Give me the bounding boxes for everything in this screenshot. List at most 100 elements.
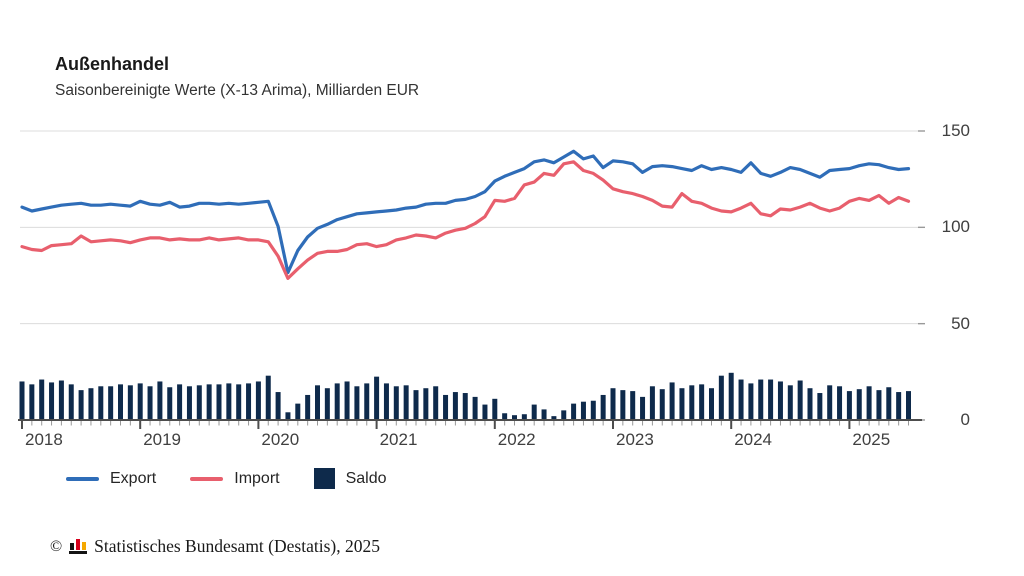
saldo-bar (482, 404, 488, 420)
saldo-bar (127, 385, 133, 420)
saldo-bar (876, 390, 882, 420)
saldo-bar (659, 389, 665, 420)
export-line (20, 149, 911, 275)
x-axis-label-2022: 2022 (497, 430, 536, 449)
saldo-bar (718, 375, 724, 420)
legend-label-export: Export (110, 469, 157, 487)
saldo-bar (265, 375, 271, 420)
y-axis-label-50: 50 (951, 313, 970, 333)
saldo-bar (738, 379, 744, 420)
saldo-bar (216, 384, 222, 420)
saldo-bar (423, 388, 429, 420)
saldo-bar (679, 388, 685, 420)
y-axis-label-0: 0 (960, 410, 970, 429)
saldo-bar (403, 385, 409, 420)
saldo-bar (896, 392, 902, 420)
import-line (20, 160, 911, 280)
x-axis-label-2021: 2021 (379, 430, 418, 449)
saldo-bar (68, 384, 74, 420)
saldo-bar (295, 403, 301, 420)
saldo-bar (541, 409, 547, 420)
saldo-bar (157, 381, 163, 420)
source-text: Statistisches Bundesamt (Destatis), 2025 (94, 536, 380, 556)
saldo-bar (186, 386, 192, 420)
saldo-bar (98, 386, 104, 420)
export-line-swatch-icon (66, 476, 99, 481)
saldo-bar (383, 383, 389, 420)
saldo-bar (787, 385, 793, 420)
saldo-bar (817, 393, 823, 420)
saldo-bar (324, 388, 330, 420)
saldo-bar (866, 386, 872, 420)
saldo-bar (561, 410, 567, 420)
saldo-bar (374, 376, 380, 420)
saldo-bar (196, 385, 202, 420)
saldo-bar (669, 382, 675, 420)
saldo-bar (551, 416, 557, 420)
saldo-bar (393, 386, 399, 420)
saldo-bar (856, 389, 862, 420)
saldo-bar (364, 383, 370, 420)
saldo-bar (906, 391, 911, 420)
saldo-bar (433, 386, 439, 420)
saldo-bar (275, 392, 281, 420)
x-axis-label-2018: 2018 (25, 430, 63, 449)
saldo-bar (521, 414, 527, 420)
saldo-bar (255, 381, 261, 420)
saldo-bar (344, 381, 350, 420)
saldo-bar (531, 404, 537, 420)
saldo-bar (758, 379, 764, 420)
saldo-bar (285, 412, 291, 420)
legend-item-export: Export (66, 470, 156, 488)
saldo-bar (886, 387, 892, 420)
saldo-bar (108, 386, 114, 420)
saldo-bar (177, 384, 183, 420)
saldo-bar (689, 385, 695, 420)
x-axis-label-2023: 2023 (616, 430, 654, 449)
saldo-bar (334, 383, 340, 420)
saldo-bar (580, 401, 586, 420)
saldo-bar (571, 403, 577, 420)
saldo-bar (39, 379, 45, 420)
saldo-bar (452, 392, 458, 420)
saldo-bar (590, 400, 596, 420)
saldo-bar (640, 396, 646, 420)
x-axis-label-2025: 2025 (852, 430, 891, 449)
saldo-bar (768, 379, 774, 420)
copyright-symbol: © (50, 537, 63, 555)
saldo-bar (246, 383, 252, 420)
saldo-bar (846, 391, 852, 420)
destatis-bar-chart-logo-icon (69, 539, 88, 554)
saldo-bar (512, 415, 517, 420)
saldo-bar (600, 394, 606, 420)
saldo-bar (315, 385, 320, 420)
saldo-bar (206, 384, 212, 420)
chart-legend: Export Import Saldo (66, 468, 387, 489)
saldo-bar (226, 383, 232, 420)
saldo-bar (137, 383, 143, 420)
saldo-bar (728, 372, 734, 420)
source-line: © Statistisches Bundesamt (Destatis), 20… (50, 536, 380, 557)
saldo-bar (19, 381, 25, 420)
saldo-bar (236, 384, 242, 420)
saldo-bar (443, 394, 449, 420)
legend-label-saldo: Saldo (345, 469, 387, 487)
saldo-bar (118, 384, 123, 420)
x-axis-label-2020: 2020 (261, 430, 300, 449)
saldo-bar (748, 383, 754, 420)
saldo-bar (305, 394, 311, 420)
y-axis-label-150: 150 (941, 121, 970, 140)
saldo-bar (492, 398, 498, 420)
saldo-bar (709, 388, 714, 420)
saldo-bar (58, 380, 64, 420)
saldo-bar (147, 386, 153, 420)
import-line-swatch-icon (190, 476, 224, 481)
saldo-bar (29, 384, 35, 420)
legend-item-import: Import (190, 469, 280, 488)
saldo-bar (413, 390, 419, 420)
saldo-bar (49, 382, 55, 420)
saldo-bar (620, 390, 626, 420)
x-axis-label-2024: 2024 (734, 430, 773, 449)
legend-label-import: Import (234, 469, 280, 487)
